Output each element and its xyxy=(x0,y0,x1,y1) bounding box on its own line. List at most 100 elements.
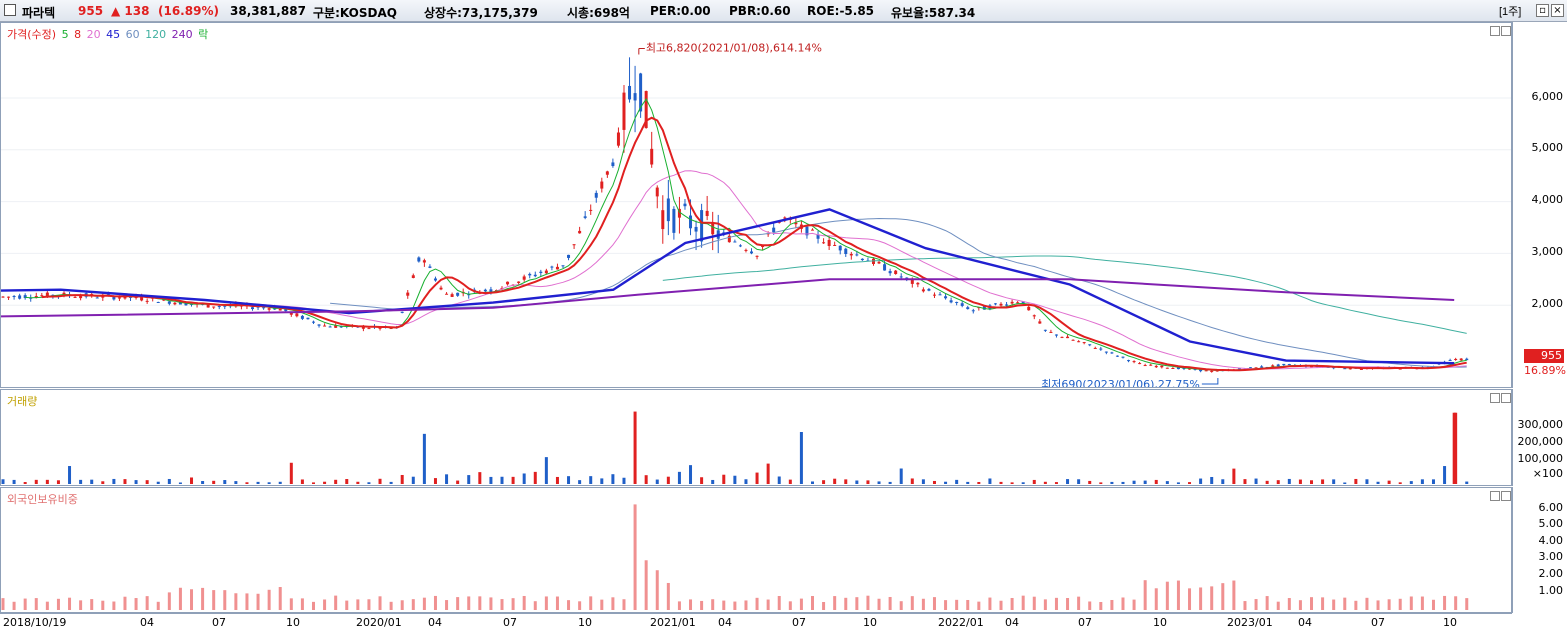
period-button[interactable]: [1주] xyxy=(1497,3,1523,18)
volume-bar xyxy=(145,480,149,484)
volume-bar xyxy=(1387,480,1391,484)
reserve-ratio: 유보율:587.34 xyxy=(891,6,976,20)
volume-bar xyxy=(12,479,16,484)
volume-bar xyxy=(500,476,504,484)
volume-bar xyxy=(766,463,770,484)
candle-body xyxy=(727,235,731,243)
foreign-bar xyxy=(833,596,837,610)
volume-bar xyxy=(367,482,371,484)
foreign-bar xyxy=(500,599,504,610)
foreign-bar xyxy=(1010,597,1014,610)
foreign-bar xyxy=(966,599,970,610)
x-axis-label: 07 xyxy=(503,616,517,629)
foreign-bar xyxy=(955,599,959,610)
foreign-bar xyxy=(722,600,726,610)
volume-bar xyxy=(1010,482,1014,484)
close-window-icon[interactable]: × xyxy=(1551,4,1564,17)
volume-bar xyxy=(400,474,404,484)
volume-bar xyxy=(833,478,837,484)
volume-chart-area[interactable] xyxy=(1,390,1511,485)
foreign-bar xyxy=(367,599,371,610)
foreign-bar xyxy=(977,601,981,610)
volume-bar xyxy=(1,479,5,484)
candle-body xyxy=(95,297,99,299)
candle-body xyxy=(1454,358,1458,360)
volume-bar xyxy=(955,479,959,484)
foreign-bar xyxy=(345,600,349,610)
candle-body xyxy=(1359,368,1363,370)
price-change-pct: (16.89%) xyxy=(158,4,219,18)
candle-body xyxy=(306,317,310,320)
candle-body xyxy=(1115,355,1119,357)
candle-body xyxy=(600,181,604,189)
foreign-bar xyxy=(1310,597,1314,610)
panel-maximize-icon[interactable] xyxy=(1490,491,1500,501)
candle-body xyxy=(955,301,959,303)
foreign-bar xyxy=(799,598,803,610)
foreign-bar xyxy=(1154,588,1158,610)
volume-bar xyxy=(633,411,637,484)
panel-maximize-icon[interactable] xyxy=(1490,393,1500,403)
foreign-bar xyxy=(1265,596,1269,610)
candle-body xyxy=(700,210,704,242)
foreign-bar xyxy=(932,597,936,610)
volume-value: 38,381,887 xyxy=(230,4,306,18)
panel-close-icon[interactable] xyxy=(1501,491,1511,501)
foreign-bar xyxy=(844,597,848,610)
volume-bar xyxy=(1121,481,1125,484)
panel-close-icon[interactable] xyxy=(1501,26,1511,36)
foreign-tick: 4.00 xyxy=(1538,534,1564,547)
candle-body xyxy=(655,187,659,197)
candle-body xyxy=(971,310,975,312)
candle-body xyxy=(1071,339,1075,341)
ma8-label: 8 xyxy=(74,28,82,41)
volume-bar xyxy=(1287,478,1291,484)
foreign-bar xyxy=(1032,596,1036,610)
candle-body xyxy=(517,281,521,283)
panel-maximize-icon[interactable] xyxy=(1490,26,1500,36)
price-chart-area[interactable]: 최고6,820(2021/01/08),614.14% 최저690(2023/01… xyxy=(1,23,1511,387)
volume-bar xyxy=(1420,479,1424,484)
market-cap: 시총:698억 xyxy=(567,6,630,20)
candle-body xyxy=(555,266,559,270)
select-checkbox[interactable] xyxy=(4,4,16,16)
candle-body xyxy=(1143,365,1147,367)
candle-body xyxy=(583,216,587,218)
volume-bar xyxy=(567,476,571,484)
volume-bar xyxy=(1221,479,1225,484)
candle-body xyxy=(184,302,188,306)
candle-body xyxy=(212,306,216,308)
ma240-line xyxy=(1,278,1455,318)
volume-bar xyxy=(1066,479,1070,484)
restore-window-icon[interactable]: ▫ xyxy=(1536,4,1549,17)
volume-panel: 거래량 xyxy=(0,389,1512,486)
candle-body xyxy=(1043,329,1047,331)
foreign-bar xyxy=(1287,598,1291,610)
stock-name[interactable]: 파라텍 xyxy=(22,6,56,20)
candle-body xyxy=(1021,301,1025,304)
volume-bar xyxy=(1054,482,1058,484)
foreign-bar xyxy=(201,587,205,610)
candle-body xyxy=(783,217,787,219)
volume-bar xyxy=(123,479,127,484)
volume-bar xyxy=(700,477,704,484)
foreign-bar xyxy=(34,598,38,610)
foreign-bar xyxy=(1254,599,1258,610)
foreign-bar xyxy=(422,597,426,610)
panel-close-icon[interactable] xyxy=(1501,393,1511,403)
candle-body xyxy=(816,234,820,239)
volume-bar xyxy=(511,476,515,484)
volume-bar xyxy=(178,482,182,484)
x-axis-label: 07 xyxy=(212,616,226,629)
volume-bar xyxy=(356,481,360,484)
foreign-bar xyxy=(433,595,437,610)
candle-body xyxy=(1249,367,1253,369)
foreign-bar xyxy=(411,599,415,610)
ma45-label: 45 xyxy=(106,28,121,41)
foreign-bar xyxy=(1077,596,1081,610)
foreign-chart-area[interactable] xyxy=(1,488,1511,612)
candle-body xyxy=(1276,364,1280,367)
candle-body xyxy=(1099,348,1103,350)
foreign-bar xyxy=(1,598,5,610)
